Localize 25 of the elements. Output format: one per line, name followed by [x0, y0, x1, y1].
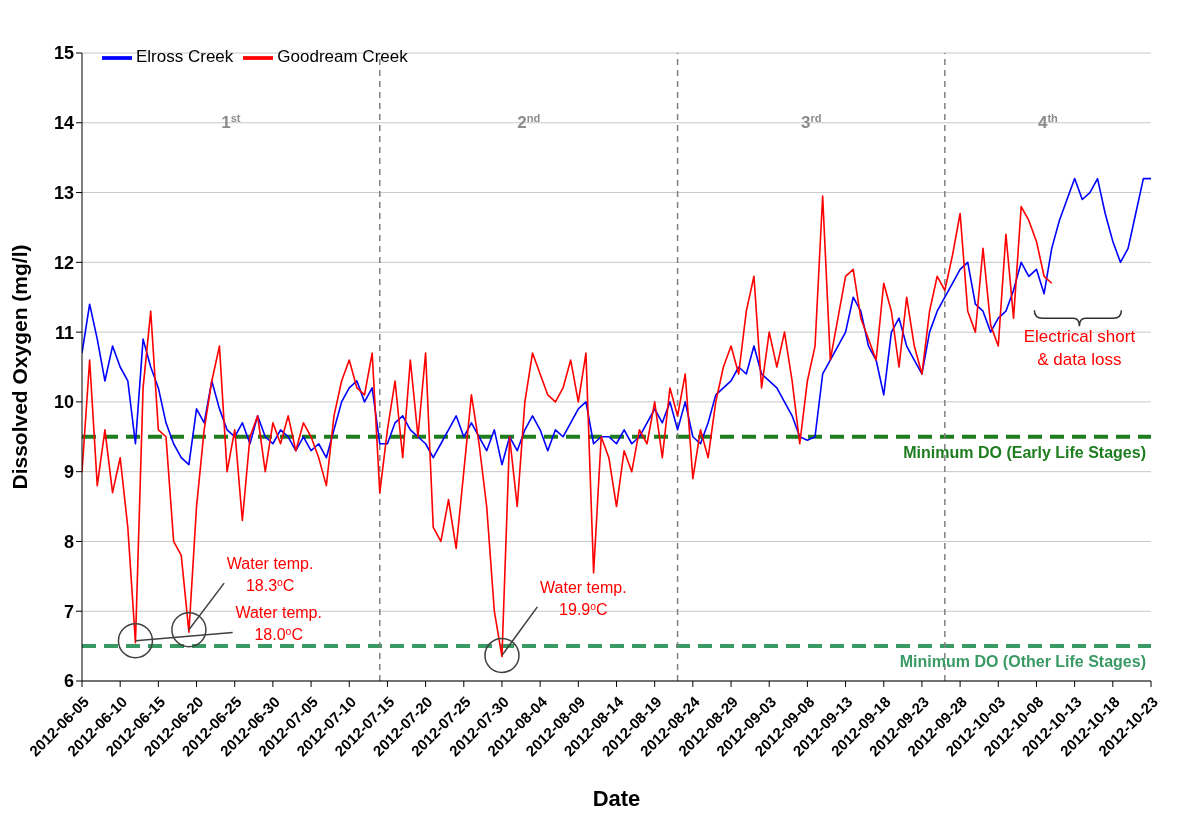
y-tick-label: 10	[53, 392, 74, 413]
annotation: 1$^{st}$	[221, 112, 241, 133]
y-tick-label: 8	[63, 531, 74, 552]
ref-line-label: Minimum DO (Early Life Stages)	[903, 443, 1146, 461]
y-tick-label: 15	[53, 43, 74, 64]
y-tick-label: 12	[53, 252, 74, 273]
annotation: 2$^{nd}$	[517, 112, 541, 133]
ref-line-label: Minimum DO (Other Life Stages)	[899, 653, 1146, 671]
annotation: Water temp. 18.0$^{o}$C	[235, 604, 322, 644]
annotation: Water temp. 18.3$^{o}$C	[226, 555, 314, 595]
y-tick-label: 7	[63, 601, 74, 622]
annotation: 4$^{th}$	[1037, 112, 1059, 133]
line-series	[82, 177, 1151, 466]
y-axis-title: Dissolved Oxygen (mg/l)	[8, 244, 32, 490]
legend-label: Goodream Creek	[277, 47, 408, 67]
legend-label: Elross Creek	[136, 47, 234, 67]
annotation: 3$^{rd}$	[800, 112, 822, 133]
annotation: Water temp. 19.9$^{o}$C	[540, 578, 627, 618]
y-tick-label: 11	[54, 322, 74, 343]
y-tick-label: 6	[63, 671, 74, 692]
y-tick-label: 9	[63, 462, 74, 483]
y-tick-label: 13	[53, 182, 74, 203]
annotation: Electrical short & data loss	[1023, 327, 1136, 370]
y-tick-label: 14	[53, 113, 74, 134]
x-axis-title: Date	[592, 786, 641, 811]
